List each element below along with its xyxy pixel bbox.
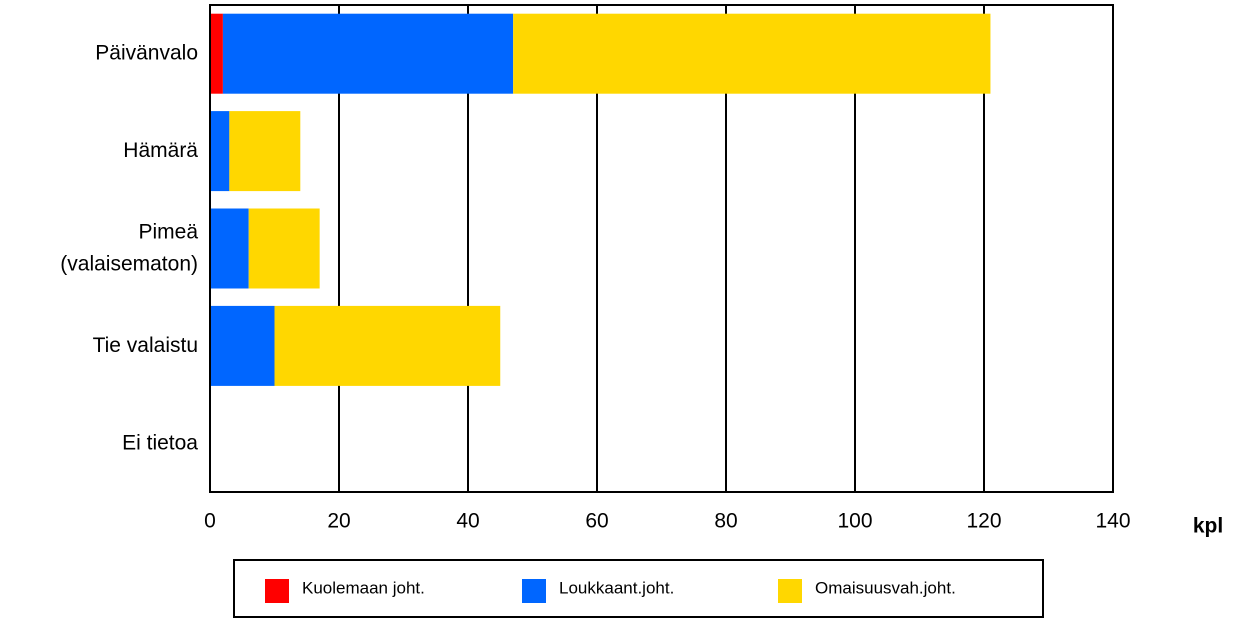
x-tick-label: 100 bbox=[837, 510, 872, 533]
legend-label: Loukkaant.joht. bbox=[559, 578, 674, 597]
bar-segment bbox=[229, 111, 301, 192]
bar-segment bbox=[210, 305, 275, 386]
legend-swatch bbox=[522, 579, 546, 603]
legend-swatch bbox=[778, 579, 802, 603]
bar-segment bbox=[248, 208, 320, 289]
y-tick-label-line: Ei tietoa bbox=[122, 431, 198, 454]
y-tick-label-line: (valaisematon) bbox=[60, 252, 198, 275]
x-tick-label: 60 bbox=[585, 510, 608, 533]
legend-label: Omaisuusvah.joht. bbox=[815, 578, 956, 597]
y-tick-label-line: Hämärä bbox=[123, 139, 198, 162]
x-tick-label: 140 bbox=[1095, 510, 1130, 533]
x-tick-label: 80 bbox=[714, 510, 737, 533]
y-tick-label-line: Pimeä bbox=[138, 220, 198, 243]
x-tick-label: 40 bbox=[456, 510, 479, 533]
y-tick-label: Päivänvalo bbox=[95, 41, 198, 64]
y-tick-label-line: Päivänvalo bbox=[95, 41, 198, 64]
y-tick-label: Ei tietoa bbox=[122, 431, 198, 454]
legend: Kuolemaan joht. Loukkaant.joht. Omaisuusva… bbox=[233, 559, 1044, 618]
bar-segment bbox=[210, 208, 249, 289]
y-tick-label: Hämärä bbox=[123, 139, 198, 162]
plot-frame bbox=[209, 4, 1114, 493]
bar-segment bbox=[222, 13, 514, 94]
x-axis-label: kpl bbox=[1193, 515, 1223, 538]
legend-swatch bbox=[265, 579, 289, 603]
legend-box bbox=[233, 559, 1044, 618]
bar-segment bbox=[513, 13, 991, 94]
bar-segment bbox=[210, 111, 230, 192]
y-tick-label: Pimeä (valaisematon) bbox=[60, 220, 198, 275]
bar-segment bbox=[210, 13, 223, 94]
legend-label: Kuolemaan joht. bbox=[302, 578, 425, 597]
bar-segment bbox=[274, 305, 501, 386]
y-tick-label-line: Tie valaistu bbox=[93, 333, 198, 356]
y-tick-label: Tie valaistu bbox=[93, 333, 198, 356]
x-tick-label: 120 bbox=[966, 510, 1001, 533]
x-tick-label: 20 bbox=[327, 510, 350, 533]
x-tick-label: 0 bbox=[204, 510, 216, 533]
